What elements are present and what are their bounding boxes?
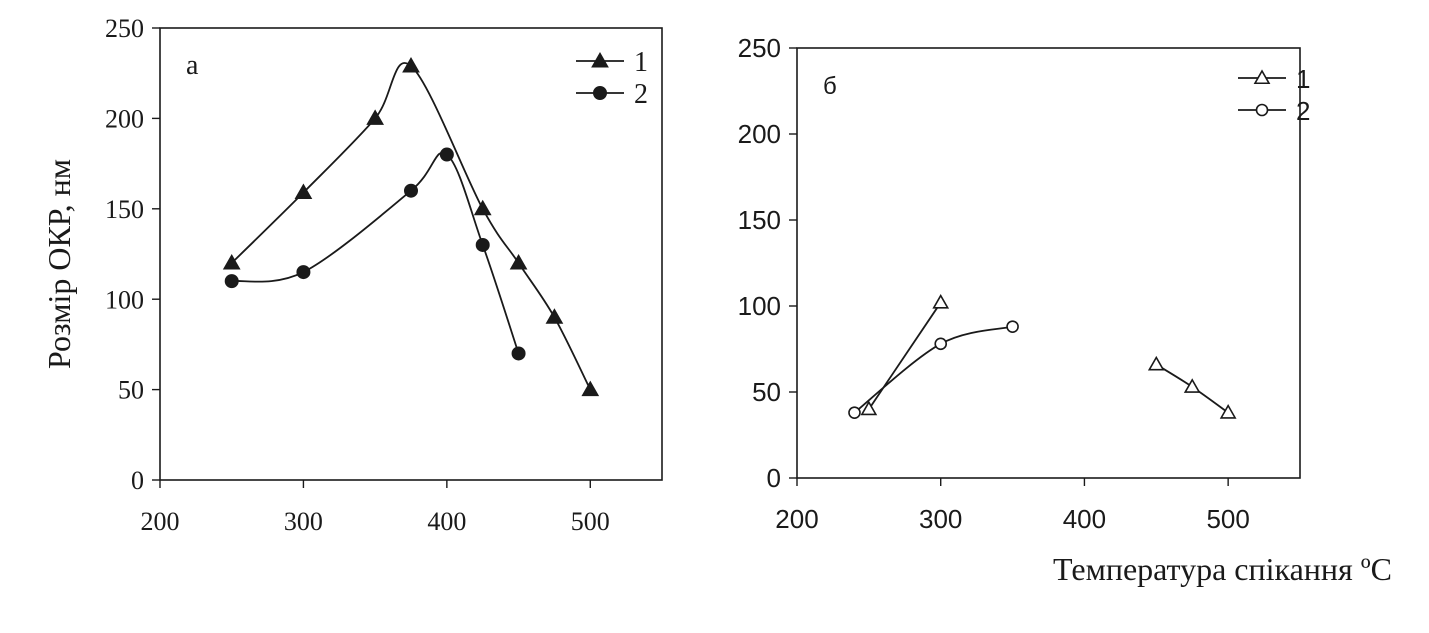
legend-label: 1 (634, 47, 648, 78)
series-2 (224, 147, 526, 361)
data-point (509, 254, 528, 270)
x-tick-label: 300 (284, 507, 323, 536)
y-tick-label: 0 (131, 466, 144, 495)
data-point (475, 237, 490, 252)
series-line (853, 325, 1013, 414)
data-point (473, 199, 492, 216)
data-point (1219, 404, 1237, 419)
x-tick-label: 200 (775, 504, 818, 534)
x-tick-label: 400 (1063, 504, 1106, 534)
data-point (224, 274, 239, 289)
series-line (231, 62, 592, 390)
y-tick-label: 200 (738, 119, 781, 149)
series-2 (848, 320, 1019, 419)
x-tick-label: 400 (427, 507, 466, 536)
panel-label: а (186, 50, 199, 81)
legend-marker (1255, 103, 1269, 117)
data-point (511, 346, 526, 361)
legend-label: 2 (1296, 96, 1310, 126)
y-tick-label: 50 (118, 376, 144, 405)
legend-label: 1 (1296, 64, 1310, 94)
data-point (848, 406, 861, 419)
data-point (222, 254, 241, 270)
data-point (404, 183, 418, 198)
y-tick-label: 250 (738, 33, 781, 63)
legend-marker (1253, 69, 1271, 85)
x-tick-label: 200 (141, 507, 180, 536)
data-point (1147, 355, 1165, 371)
x-tick-label: 500 (1206, 504, 1249, 534)
panel-a: 0 50 100 150 200 250 200 300 400 500 а 12 (105, 14, 663, 536)
legend-marker (593, 86, 607, 100)
legend-label: 2 (634, 79, 648, 110)
data-point (581, 380, 600, 397)
y-tick-label: 100 (738, 291, 781, 321)
y-tick-label: 50 (752, 377, 781, 407)
data-point (294, 183, 313, 200)
series-line (231, 151, 520, 354)
data-point (402, 56, 420, 73)
data-point (545, 308, 564, 324)
panel-b: 0 50 100 150 200 250 200 300 400 500 б 12 (738, 33, 1311, 534)
data-point (439, 147, 454, 162)
data-point (860, 400, 878, 416)
y-axis-label: Розмір ОКР, нм (41, 159, 77, 369)
panel-label: б (823, 73, 837, 100)
data-point (932, 293, 950, 309)
plot-frame (796, 47, 1301, 479)
y-tick-label: 150 (738, 205, 781, 235)
x-tick-label: 300 (919, 504, 962, 534)
x-tick-label: 500 (571, 507, 610, 536)
legend-marker (591, 51, 609, 68)
data-point (1006, 320, 1019, 333)
data-point (366, 109, 385, 125)
series-line (868, 302, 942, 410)
plot-frame (159, 27, 663, 481)
x-axis-label: Температура спікання ºС (1053, 551, 1392, 587)
data-point (934, 337, 948, 351)
y-tick-label: 200 (105, 105, 144, 134)
y-tick-label: 0 (767, 463, 781, 493)
y-tick-label: 250 (105, 14, 144, 43)
series-1 (860, 293, 1237, 419)
data-point (296, 265, 311, 280)
y-tick-label: 150 (105, 195, 144, 224)
series-1 (222, 56, 600, 397)
data-point (1183, 378, 1201, 393)
y-tick-label: 100 (105, 285, 144, 314)
